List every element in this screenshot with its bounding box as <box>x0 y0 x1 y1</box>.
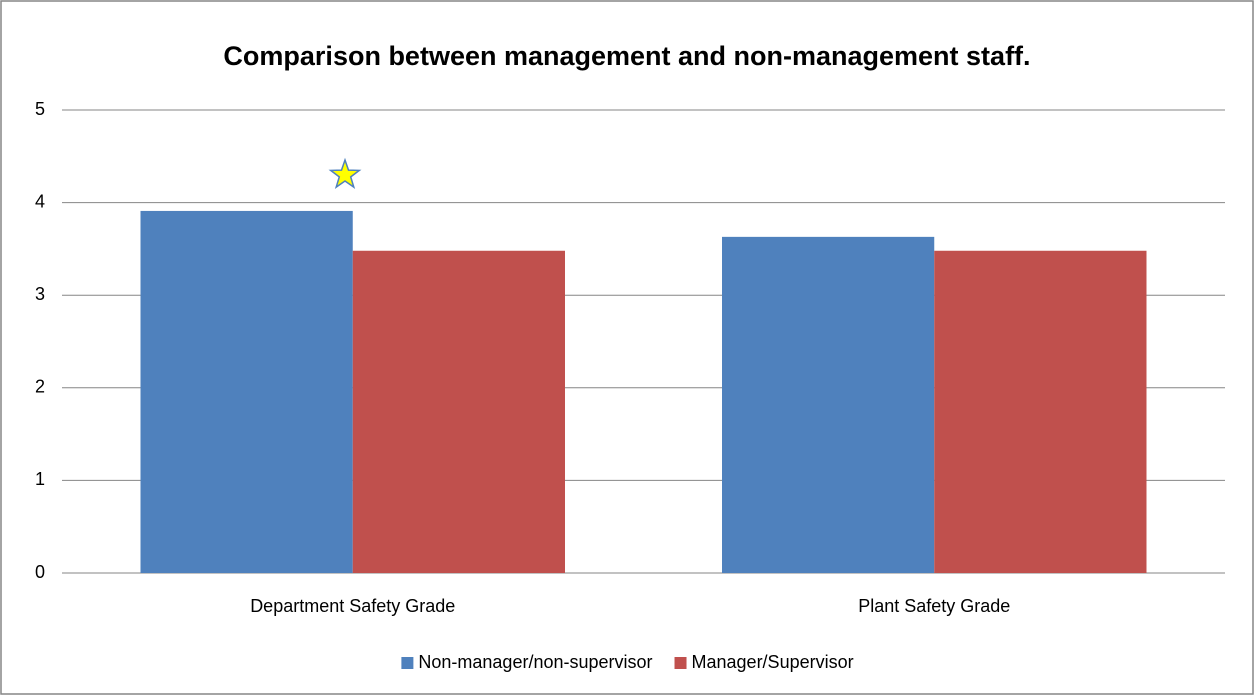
legend-swatch <box>401 657 414 669</box>
bar <box>722 236 935 573</box>
star-annotation <box>328 157 362 189</box>
legend-label: Manager/Supervisor <box>692 652 854 672</box>
x-tick-label: Department Safety Grade <box>250 596 455 616</box>
legend-swatch <box>674 657 687 669</box>
y-tick-label: 2 <box>35 377 45 397</box>
bar <box>352 250 565 573</box>
legend-label: Non-manager/non-supervisor <box>418 652 652 672</box>
y-tick-label: 1 <box>35 469 45 489</box>
chart-title: Comparison between management and non-ma… <box>223 41 1030 71</box>
bar <box>934 250 1147 573</box>
y-tick-label: 4 <box>35 191 45 211</box>
y-tick-label: 0 <box>35 562 45 582</box>
y-tick-label: 3 <box>35 284 45 304</box>
y-tick-label: 5 <box>35 99 45 119</box>
bar <box>140 210 353 573</box>
x-tick-label: Plant Safety Grade <box>858 596 1010 616</box>
